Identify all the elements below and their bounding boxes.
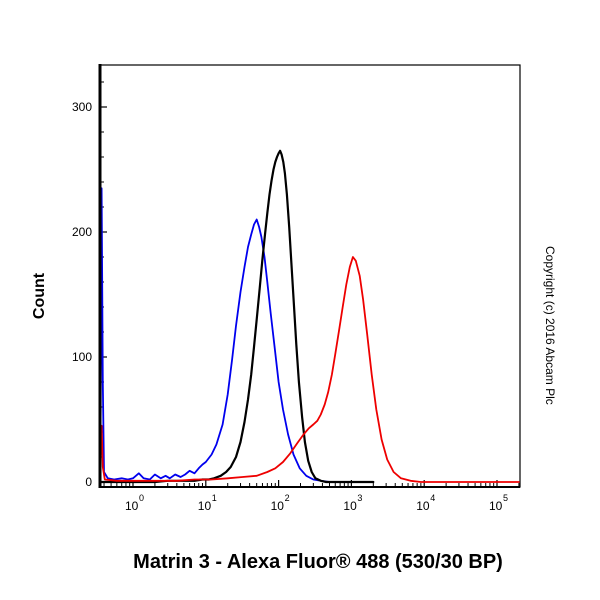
x-tick-label-base: 10 bbox=[271, 499, 285, 513]
x-tick-label-exponent: 0 bbox=[139, 493, 144, 503]
histogram-curves bbox=[100, 149, 520, 484]
x-tick-label-base: 10 bbox=[343, 499, 357, 513]
y-tick-label: 0 bbox=[85, 475, 92, 489]
curve-blue bbox=[100, 187, 366, 483]
x-tick-label-exponent: 5 bbox=[503, 493, 508, 503]
x-tick-label-base: 10 bbox=[489, 499, 503, 513]
x-tick-label-base: 10 bbox=[125, 499, 139, 513]
y-axis-title: Count bbox=[31, 272, 48, 319]
y-tick-label: 300 bbox=[72, 100, 92, 114]
copyright-text: Copyright (c) 2016 Abcam Plc bbox=[543, 246, 557, 405]
x-axis-title: Matrin 3 - Alexa Fluor® 488 (530/30 BP) bbox=[133, 551, 503, 573]
curve-red bbox=[100, 256, 520, 483]
y-tick-label: 200 bbox=[72, 225, 92, 239]
x-tick-label-exponent: 3 bbox=[357, 493, 362, 503]
x-tick-label-base: 10 bbox=[198, 499, 212, 513]
y-tick-label: 100 bbox=[72, 350, 92, 364]
x-tick-label-base: 10 bbox=[416, 499, 430, 513]
x-tick-label-exponent: 4 bbox=[430, 493, 435, 503]
x-tick-label-exponent: 1 bbox=[212, 493, 217, 503]
x-tick-label-exponent: 2 bbox=[285, 493, 290, 503]
